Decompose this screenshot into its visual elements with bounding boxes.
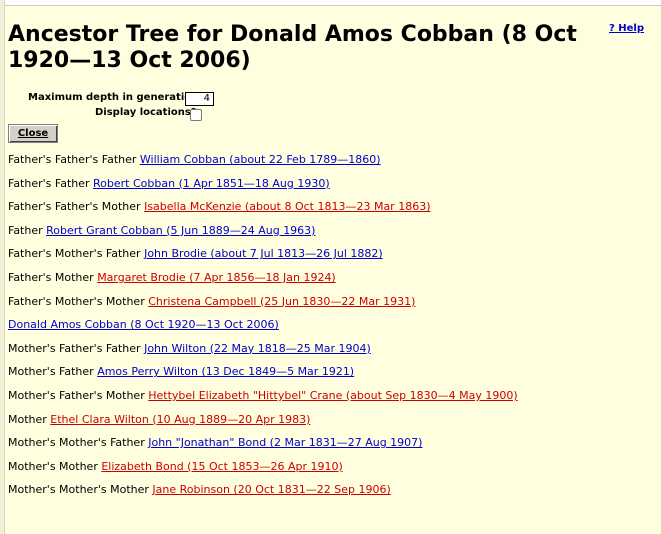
ancestor-link[interactable]: Hettybel Elizabeth "Hittybel" Crane (abo…	[148, 388, 518, 402]
ancestor-link[interactable]: William Cobban (about 22 Feb 1789—1860)	[139, 153, 381, 166]
ancestor-list: Father's Father's Father William Cobban …	[8, 153, 518, 507]
ancestor-link[interactable]: Isabella McKenzie (about 8 Oct 1813—23 M…	[144, 200, 431, 214]
page-title: Ancestor Tree for Donald Amos Cobban (8 …	[8, 22, 577, 73]
relation-label: Father's Father	[8, 176, 90, 190]
ancestor-row: Mother's Father's Mother Hettybel Elizab…	[8, 389, 518, 413]
relation-label: Mother's Mother	[8, 459, 98, 473]
ancestor-row: Mother's Mother's Father John "Jonathan"…	[8, 436, 518, 460]
display-locations-checkbox[interactable]	[190, 109, 202, 121]
ancestor-row: Father's Mother's Father John Brodie (ab…	[8, 247, 518, 271]
ancestor-row: Donald Amos Cobban (8 Oct 1920—13 Oct 20…	[8, 318, 518, 342]
relation-label: Father's Mother's Father	[8, 247, 141, 261]
ancestor-link[interactable]: John "Jonathan" Bond (2 Mar 1831—27 Aug …	[148, 436, 423, 450]
relation-label: Father	[8, 223, 43, 237]
ancestor-row: Father's Father Robert Cobban (1 Apr 185…	[8, 177, 518, 201]
ancestor-link[interactable]: John Wilton (22 May 1818—25 Mar 1904)	[144, 341, 371, 355]
ancestor-link[interactable]: Jane Robinson (20 Oct 1831—22 Sep 1906)	[152, 483, 391, 497]
ancestor-row: Mother's Father Amos Perry Wilton (13 De…	[8, 365, 518, 389]
help-link[interactable]: ? Help	[608, 23, 644, 34]
close-button[interactable]: Close	[8, 124, 58, 143]
relation-label: Mother's Mother's Mother	[8, 483, 149, 497]
locations-label: Display locations?	[95, 107, 197, 118]
relation-label: Father's Mother	[8, 270, 94, 284]
depth-input[interactable]: 4	[185, 92, 214, 106]
ancestor-row: Father's Father's Father William Cobban …	[8, 153, 518, 177]
depth-label: Maximum depth in generations:	[28, 92, 209, 103]
ancestor-row: Mother's Father's Father John Wilton (22…	[8, 342, 518, 366]
ancestor-row: Mother's Mother's Mother Jane Robinson (…	[8, 483, 518, 507]
ancestor-link[interactable]: Elizabeth Bond (15 Oct 1853—26 Apr 1910)	[101, 459, 343, 473]
ancestor-link[interactable]: Robert Grant Cobban (5 Jun 1889—24 Aug 1…	[46, 223, 316, 237]
ancestor-link[interactable]: Christena Campbell (25 Jun 1830—22 Mar 1…	[148, 294, 416, 308]
relation-label: Mother's Mother's Father	[8, 436, 145, 450]
ancestor-link[interactable]: Amos Perry Wilton (13 Dec 1849—5 Mar 192…	[97, 365, 355, 379]
ancestor-row: Mother's Mother Elizabeth Bond (15 Oct 1…	[8, 460, 518, 484]
relation-label: Father's Mother's Mother	[8, 294, 145, 308]
ancestor-row: Father Robert Grant Cobban (5 Jun 1889—2…	[8, 224, 518, 248]
ancestor-link[interactable]: Margaret Brodie (7 Apr 1856—18 Jan 1924)	[97, 270, 336, 284]
ancestor-link[interactable]: John Brodie (about 7 Jul 1813—26 Jul 188…	[144, 247, 383, 261]
ancestor-link[interactable]: Ethel Clara Wilton (10 Aug 1889—20 Apr 1…	[50, 412, 311, 426]
ancestor-row: Father's Father's Mother Isabella McKenz…	[8, 200, 518, 224]
ancestor-row: Mother Ethel Clara Wilton (10 Aug 1889—2…	[8, 413, 518, 437]
relation-label: Father's Father's Father	[8, 153, 137, 166]
ancestor-row: Father's Mother's Mother Christena Campb…	[8, 295, 518, 319]
relation-label: Mother	[8, 412, 47, 426]
window-left-edge	[0, 0, 5, 534]
relation-label: Mother's Father's Mother	[8, 388, 145, 402]
ancestor-link[interactable]: Robert Cobban (1 Apr 1851—18 Aug 1930)	[93, 176, 330, 190]
ancestor-link[interactable]: Donald Amos Cobban (8 Oct 1920—13 Oct 20…	[8, 318, 279, 332]
relation-label: Father's Father's Mother	[8, 200, 141, 214]
relation-label: Mother's Father's Father	[8, 341, 141, 355]
relation-label: Mother's Father	[8, 365, 94, 379]
window-top-edge	[0, 0, 661, 6]
ancestor-row: Father's Mother Margaret Brodie (7 Apr 1…	[8, 271, 518, 295]
